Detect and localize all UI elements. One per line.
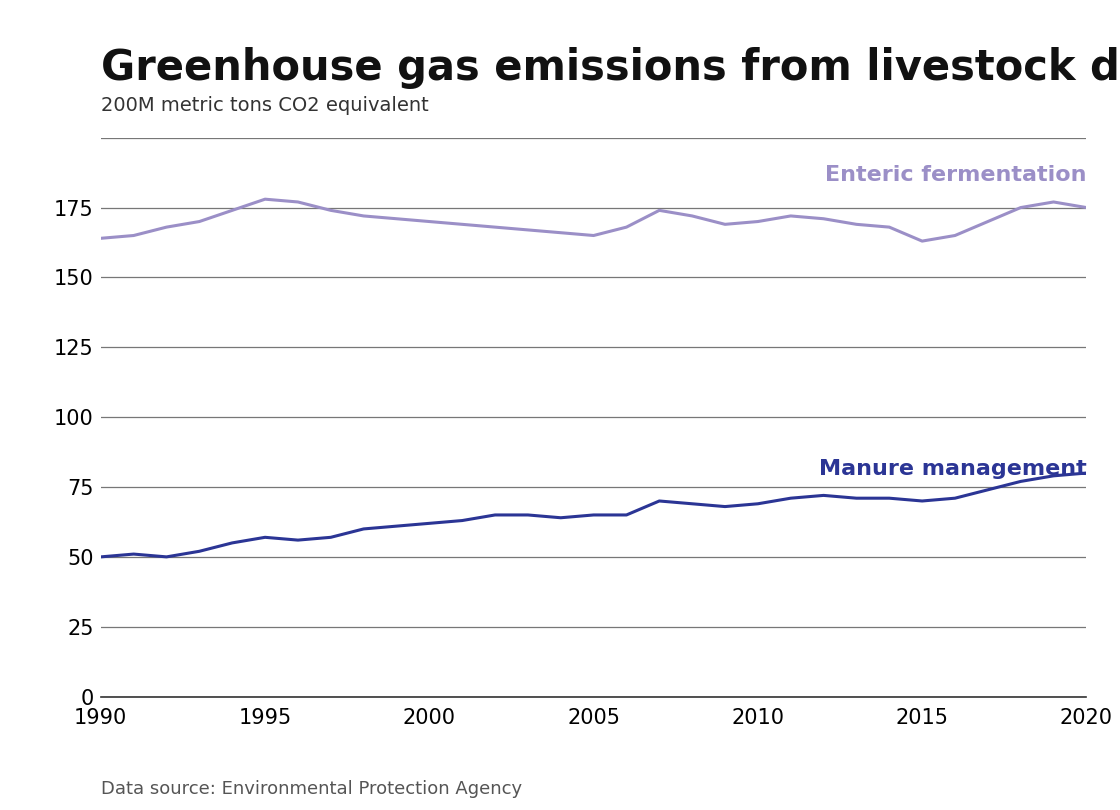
Text: Greenhouse gas emissions from livestock digestion: Greenhouse gas emissions from livestock …	[101, 47, 1120, 89]
Text: Enteric fermentation: Enteric fermentation	[825, 165, 1086, 185]
Text: 200M metric tons CO2 equivalent: 200M metric tons CO2 equivalent	[101, 96, 429, 115]
Text: Manure management: Manure management	[819, 458, 1086, 479]
Text: Data source: Environmental Protection Agency: Data source: Environmental Protection Ag…	[101, 780, 522, 798]
